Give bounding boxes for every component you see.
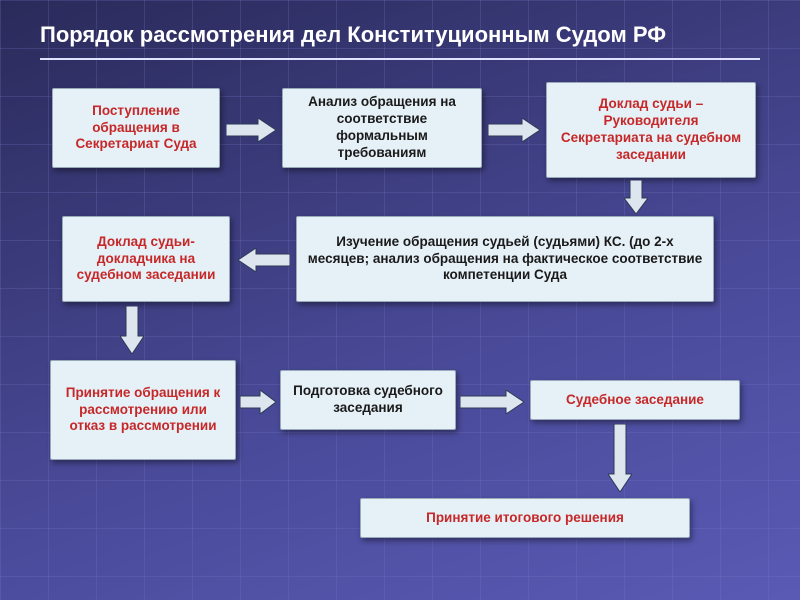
step-b3: Доклад судьи – Руководителя Секретариата… (546, 82, 756, 178)
step-b6: Принятие обращения к рассмотрению или от… (50, 360, 236, 460)
step-b5: Доклад судьи-докладчика на судебном засе… (62, 216, 230, 302)
page-title: Порядок рассмотрения дел Конституционным… (40, 22, 760, 60)
step-b8: Судебное заседание (530, 380, 740, 420)
arrow-icon (460, 390, 524, 414)
arrow-icon (238, 248, 290, 272)
step-b4: Изучение обращения судьей (судьями) КС. … (296, 216, 714, 302)
arrow-icon (120, 306, 144, 354)
step-b7: Подготовка судебного заседания (280, 370, 456, 430)
arrow-icon (226, 118, 276, 142)
arrow-icon (608, 424, 632, 492)
arrow-icon (240, 390, 276, 414)
step-b1: Поступление обращения в Секретариат Суда (52, 88, 220, 168)
arrow-icon (488, 118, 540, 142)
step-b9: Принятие итогового решения (360, 498, 690, 538)
step-b2: Анализ обращения на соответствие формаль… (282, 88, 482, 168)
arrow-icon (624, 180, 648, 214)
